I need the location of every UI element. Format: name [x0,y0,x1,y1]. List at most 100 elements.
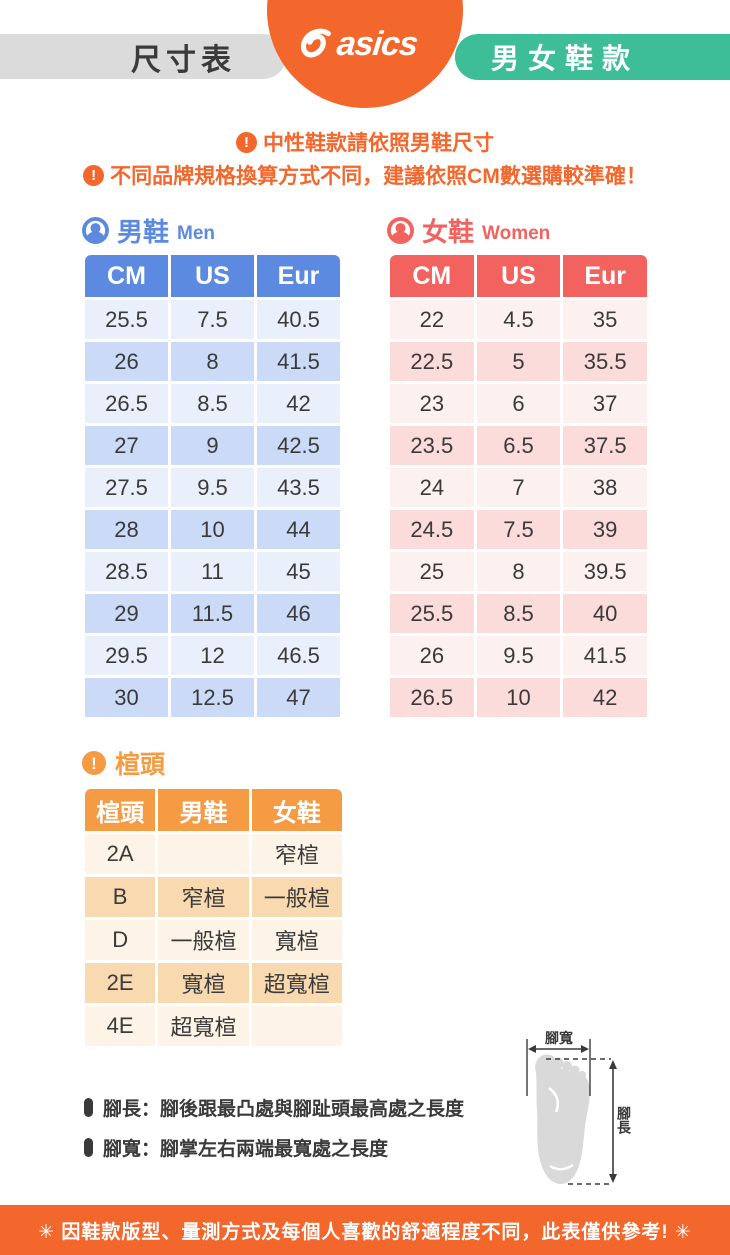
column-header: CM [85,255,168,297]
table-cell: 40.5 [257,300,340,339]
exclamation-icon: ! [83,164,105,186]
table-cell: 7.5 [171,300,254,339]
width-section-title: ! 楦頭 [82,748,345,779]
bullet-icon [84,1097,93,1117]
women-section-title: 女鞋 Women [387,213,650,245]
table-row: 25 8 39.5 [390,552,647,591]
table-cell: 4E [85,1006,156,1046]
table-cell: 41.5 [257,342,340,381]
table-cell: 10 [476,678,561,717]
table-cell: 11.5 [171,594,254,633]
table-cell: 5 [476,342,561,381]
table-row: B 窄楦 一般楦 [85,877,342,917]
table-cell: 8.5 [171,384,254,423]
category-label: 男女鞋款 [491,43,640,74]
column-header: 楦頭 [85,789,156,831]
width-title-text: 楦頭 [115,751,166,779]
table-cell: 41.5 [563,636,647,675]
foot-outline [535,1054,590,1184]
table-cell: 37 [563,384,647,423]
table-cell: 窄楦 [158,877,249,917]
foot-diagram-graphic: 腳寬 腳長 [526,1030,632,1185]
table-cell: 27 [85,426,168,465]
table-row: 26.5 10 42 [390,678,647,717]
column-header: Eur [257,255,340,297]
women-title-zh: 女鞋 [422,217,475,247]
table-cell: 22.5 [390,342,474,381]
table-row: 29 11.5 46 [85,594,340,633]
table-cell: 44 [257,510,340,549]
women-size-section: 女鞋 Women CM US Eur 22 4.5 35 22.5 5 35.5 23 6 37 23.… [387,213,650,720]
table-row: 26 8 41.5 [85,342,340,381]
table-cell: 9.5 [171,468,254,507]
table-cell: 超寬楦 [251,963,342,1003]
table-cell: 24.5 [390,510,474,549]
women-title-en: Women [482,223,551,245]
table-cell: 35.5 [563,342,647,381]
foot-width-label: 腳寬 [545,1030,573,1046]
table-cell: 2A [85,834,156,874]
exclamation-icon: ! [236,131,257,153]
table-cell: 26.5 [85,384,168,423]
table-row: 23.5 6.5 37.5 [390,426,647,465]
foot-length-label: 腳長 [616,1106,632,1135]
table-cell: 25 [390,552,474,591]
table-cell: 37.5 [563,426,647,465]
men-title-en: Men [177,223,216,245]
table-cell: 12 [171,636,254,675]
women-size-table: CM US Eur 22 4.5 35 22.5 5 35.5 23 6 37 23.5 6.5 37.5 2… [387,252,650,720]
table-row: 28 10 44 [85,510,340,549]
table-row: 27.5 9.5 43.5 [85,468,340,507]
table-header-row: 楦頭 男鞋 女鞋 [85,789,342,831]
table-row: 4E 超寬楦 [85,1006,342,1046]
table-cell: 一般楦 [158,920,249,960]
table-cell: 39 [563,510,647,549]
exclamation-icon: ! [82,751,106,775]
table-cell: 7 [476,468,561,507]
table-cell: 23.5 [390,426,474,465]
table-cell: 6 [476,384,561,423]
table-cell: 超寬楦 [158,1006,249,1046]
table-cell: 42 [257,384,340,423]
table-cell: 10 [171,510,254,549]
size-table: CM US Eur 22 4.5 35 22.5 5 35.5 23 6 37 23.5 6.5 37.5 2… [387,252,650,720]
size-table: CM US Eur 25.5 7.5 40.5 26 8 41.5 26.5 8.5 42 27 9 42.… [82,252,343,720]
table-row: 22 4.5 35 [390,300,647,339]
size-table: 楦頭 男鞋 女鞋 2A 窄楦 B 窄楦 一般楦 D 一般楦 寬楦 2E 寬楦 超寬楦 4E 超寬楦 [82,786,345,1049]
notice-brand-sizing: ! 不同品牌規格換算方式不同，建議依照CM數選購較準確！ [0,160,730,190]
width-table: 楦頭 男鞋 女鞋 2A 窄楦 B 窄楦 一般楦 D 一般楦 寬楦 2E 寬楦 超寬楦 4E 超寬楦 [82,786,345,1049]
table-cell: 28.5 [85,552,168,591]
notice-text: 不同品牌規格換算方式不同，建議依照CM數選購較準確！ [110,165,647,188]
table-row: 27 9 42.5 [85,426,340,465]
column-header: CM [390,255,474,297]
table-row: 2E 寬楦 超寬楦 [85,963,342,1003]
table-cell: 35 [563,300,647,339]
table-cell: 窄楦 [251,834,342,874]
table-cell: 8 [171,342,254,381]
table-cell: 9.5 [476,636,561,675]
table-cell: 27.5 [85,468,168,507]
table-cell: 38 [563,468,647,507]
column-header: 男鞋 [158,789,249,831]
table-cell: 12.5 [171,678,254,717]
table-cell: 8.5 [476,594,561,633]
table-cell [251,1006,342,1046]
table-cell [158,834,249,874]
table-cell: 寬楦 [251,920,342,960]
table-cell: 9 [171,426,254,465]
size-chart-title: 尺寸表 [131,43,236,77]
table-row: 24.5 7.5 39 [390,510,647,549]
table-cell: 8 [476,552,561,591]
measurement-notes: 腳長：腳後跟最凸處與腳趾頭最高處之長度 腳寬：腳掌左右兩端最寬處之長度 [84,1094,464,1174]
asics-logo: asics [296,25,419,64]
note-foot-width: 腳寬：腳掌左右兩端最寬處之長度 [84,1134,464,1160]
table-cell: 23 [390,384,474,423]
foot-measurement-diagram: 腳寬 腳長 [496,1026,706,1198]
woman-icon [387,217,414,244]
table-cell: 29 [85,594,168,633]
table-cell: 4.5 [476,300,561,339]
table-row: 26.5 8.5 42 [85,384,340,423]
table-cell: 26.5 [390,678,474,717]
table-row: 23 6 37 [390,384,647,423]
